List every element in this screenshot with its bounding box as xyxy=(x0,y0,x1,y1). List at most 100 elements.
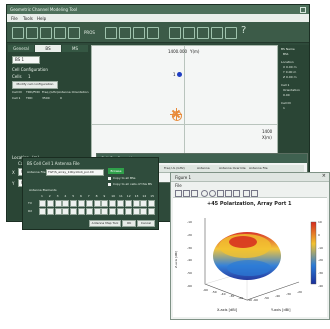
open-icon[interactable] xyxy=(26,27,38,39)
rx-element-cell[interactable] xyxy=(62,208,70,215)
tx-element-cell[interactable] xyxy=(78,200,85,207)
legend-icon[interactable] xyxy=(251,190,258,197)
map-canvas[interactable]: 1400.000 Y(m) 1400 X(m) 1 xyxy=(91,45,278,167)
tx-element-cell[interactable] xyxy=(93,200,101,207)
bs-select[interactable]: BS 1 xyxy=(12,56,40,64)
image-icon[interactable] xyxy=(147,27,159,39)
open-figure-icon[interactable] xyxy=(183,190,190,197)
rx-element-cell[interactable] xyxy=(39,208,46,215)
tx-element-cell[interactable] xyxy=(117,200,124,207)
tx-element-cell[interactable] xyxy=(124,200,132,207)
tab-bs[interactable]: BS xyxy=(35,45,61,52)
rx-element-cell[interactable] xyxy=(148,208,156,215)
save-figure-icon[interactable] xyxy=(191,190,198,197)
pan-icon[interactable] xyxy=(183,27,195,39)
new-figure-icon[interactable] xyxy=(175,190,182,197)
view-icon[interactable] xyxy=(225,27,237,39)
x-label: X xyxy=(12,170,15,175)
pan-icon[interactable] xyxy=(217,190,224,197)
column-number: 4 xyxy=(64,194,67,198)
rx-element-cell[interactable] xyxy=(93,208,101,215)
zoom-in-icon[interactable] xyxy=(197,27,209,39)
ms-marker[interactable] xyxy=(177,72,182,77)
export-icon[interactable] xyxy=(54,27,66,39)
menu-tools[interactable]: Tools xyxy=(23,16,33,21)
tx-element-cell[interactable] xyxy=(140,200,148,207)
cells-value: 1 xyxy=(28,74,31,79)
save-icon[interactable] xyxy=(40,27,52,39)
summary-cell-id: Cell 1 xyxy=(12,96,21,100)
column-number: 12 xyxy=(126,194,131,198)
z-axis-ticks: -10 -20 -30 -40 -50 -60 xyxy=(187,220,205,288)
zoom-out-icon[interactable] xyxy=(211,27,223,39)
browse-button[interactable]: Browse xyxy=(108,168,124,174)
add-bs-icon[interactable] xyxy=(105,27,117,39)
menu-file[interactable]: File xyxy=(11,16,18,21)
canvas-top-unit: Y(m) xyxy=(190,49,200,54)
rx-element-cell[interactable] xyxy=(109,208,117,215)
z-tick-label: -20 xyxy=(187,232,192,237)
datacursor-icon[interactable] xyxy=(233,190,240,197)
figure-plot-area: +45 Polarization, Array Port 1 xyxy=(173,198,327,317)
copy-all-bs-checkbox[interactable] xyxy=(108,177,111,180)
zoom-out-icon[interactable] xyxy=(209,190,216,197)
column-number: 2 xyxy=(48,194,51,198)
close-icon[interactable]: × xyxy=(321,173,326,179)
row-label-rx: RX xyxy=(28,209,33,213)
grid-icon[interactable] xyxy=(169,27,181,39)
copy-all-cells-checkbox[interactable] xyxy=(108,183,111,186)
help-icon[interactable]: ? xyxy=(241,25,247,36)
new-project-icon[interactable] xyxy=(12,27,24,39)
rx-element-cell[interactable] xyxy=(140,208,148,215)
tx-element-cell[interactable] xyxy=(39,200,46,207)
tx-element-cell[interactable] xyxy=(54,200,62,207)
cell-config-title: Cell Configuration xyxy=(12,67,48,72)
link-icon[interactable] xyxy=(133,27,145,39)
summary-header-cell: Cell ID xyxy=(12,90,22,94)
colorbar-icon[interactable] xyxy=(243,190,250,197)
ms-marker-label: 1 xyxy=(173,72,176,77)
antenna-file-input[interactable]: TGT/S_array_10by10x4_pol.XX xyxy=(46,169,104,176)
figure-menu-file[interactable]: File xyxy=(175,183,182,188)
title-bar: Geometric Channel Modeling Tool xyxy=(7,5,309,14)
rx-element-cell[interactable] xyxy=(70,208,78,215)
tx-element-cell[interactable] xyxy=(101,200,109,207)
rx-element-cell[interactable] xyxy=(54,208,62,215)
antenna-dialog-title: BS Cell Cell 1 Antenna File xyxy=(27,161,80,166)
add-ms-icon[interactable] xyxy=(119,27,131,39)
tx-element-cell[interactable] xyxy=(132,200,140,207)
location-y: Y 0.00 m xyxy=(283,70,297,74)
tx-element-cell[interactable] xyxy=(62,200,70,207)
colorbar xyxy=(310,221,317,285)
rx-element-cell[interactable] xyxy=(101,208,109,215)
tx-element-cell[interactable] xyxy=(148,200,156,207)
modify-cell-config-button[interactable]: Modify cell configuration xyxy=(12,81,58,89)
maximize-icon[interactable] xyxy=(300,7,306,13)
tx-element-cell[interactable] xyxy=(85,200,93,207)
zoom-in-icon[interactable] xyxy=(201,190,208,197)
ok-button[interactable]: OK xyxy=(122,220,136,227)
cancel-button[interactable]: Cancel xyxy=(137,220,155,227)
tx-element-cell[interactable] xyxy=(46,200,54,207)
summary-header-freq: Freq (GHz) xyxy=(42,90,58,94)
rx-element-cell[interactable] xyxy=(124,208,132,215)
rx-element-cell[interactable] xyxy=(117,208,124,215)
x-tick-label: -40 xyxy=(220,292,226,296)
antenna-icon[interactable] xyxy=(68,27,80,39)
colorbar-tick-label: -30 xyxy=(318,271,323,276)
rx-element-cell[interactable] xyxy=(85,208,93,215)
tx-element-cell[interactable] xyxy=(70,200,78,207)
tx-element-cell[interactable] xyxy=(109,200,117,207)
menu-help[interactable]: Help xyxy=(37,16,47,21)
tab-general[interactable]: General xyxy=(8,45,34,52)
radiation-lobe-lower xyxy=(227,260,271,276)
rx-element-cell[interactable] xyxy=(132,208,140,215)
rotate-icon[interactable] xyxy=(225,190,232,197)
tab-ms[interactable]: MS xyxy=(62,45,88,52)
rx-element-cell[interactable] xyxy=(78,208,85,215)
rx-element-cell[interactable] xyxy=(46,208,54,215)
antenna-map-tool-button[interactable]: Antenna Map Tool xyxy=(89,220,121,227)
summary-header-orientation: Antenna Orientation xyxy=(58,90,89,94)
location-header: Location xyxy=(281,60,294,64)
window-title: Geometric Channel Modeling Tool xyxy=(10,7,78,12)
